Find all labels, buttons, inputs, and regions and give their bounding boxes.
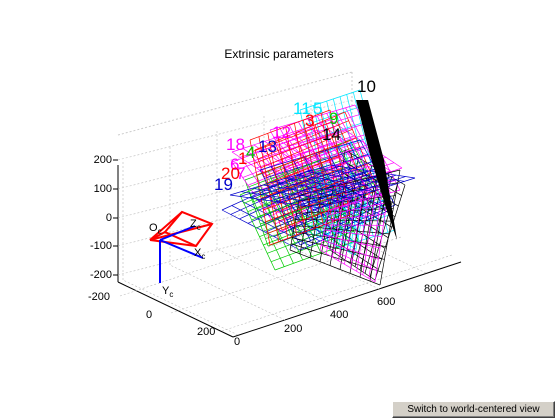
grid-line [117,99,353,161]
x-tick-label: 0 [146,309,153,321]
plane-label-4: 4 [246,143,256,162]
plane-label-11: 11 [293,99,311,118]
plane-label-9: 9 [329,109,339,128]
grid-line [263,233,380,290]
z-tick-label: 100 [93,183,112,195]
camera-z-label: Zc [190,218,201,233]
y-tick-label: 0 [234,336,241,348]
plane-label-6: 6 [230,155,240,174]
camera-y-label: Yc [162,285,174,300]
z-tick-label: -200 [89,269,112,281]
camera-edge-4 [149,239,197,247]
plane-label-19: 19 [214,175,233,194]
z-tick-label: -100 [89,240,112,252]
grid-line [169,264,286,321]
plane-mesh [249,109,351,246]
plane-10-edge [356,100,397,240]
back-top-edge [117,71,353,136]
switch-view-button[interactable]: Switch to world-centered view [392,401,555,418]
plane-label-13: 13 [258,137,277,156]
grid-line [221,254,453,332]
camera-frame [149,210,214,283]
plane-label-5: 5 [313,99,323,118]
x-tick-label: 200 [197,326,216,338]
y-tick-label: 400 [330,309,349,321]
camera-origin-label: Oc [149,222,162,237]
plane-label-1: 1 [238,149,248,168]
grid-line [122,279,239,336]
y-tick-label: 600 [377,296,396,308]
camera-z-axis [159,225,196,241]
grid-line [310,217,427,274]
y-tick-label: 800 [424,283,443,295]
camera-x-axis [159,239,204,259]
figure-title: Extrinsic parameters [224,47,334,61]
grid-line [170,236,402,314]
camera-edge-2 [149,211,183,241]
x-tick-label: -200 [88,291,111,303]
plane-label-7: 7 [236,164,246,183]
plane-label-3: 3 [305,111,315,130]
camera-x-label: Xc [194,247,206,262]
floor-edge-front [232,261,462,338]
grid-line [216,248,333,305]
plane-label-10: 10 [357,77,376,96]
plane-meshes [221,89,416,286]
plane-mesh [229,164,416,209]
z-tick-label: 200 [93,154,112,166]
plane-label-18: 18 [226,135,245,154]
plane-label-14: 14 [322,125,341,144]
y-tick-label: 200 [284,323,303,335]
axes-box [113,71,462,338]
plane-label-12: 12 [272,123,291,142]
floor-edge-left [117,281,234,338]
plane-label-20: 20 [221,164,240,183]
z-tick-label: 0 [105,212,112,224]
plane-mesh [319,179,391,283]
grid-line [117,214,353,276]
